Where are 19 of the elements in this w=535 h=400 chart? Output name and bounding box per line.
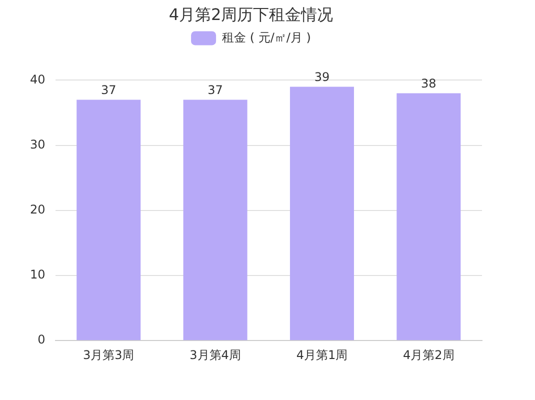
bar xyxy=(76,100,141,340)
bar xyxy=(290,86,354,340)
y-tick-label: 10 xyxy=(30,268,46,282)
y-tick-label: 0 xyxy=(38,332,46,347)
y-tick-label: 40 xyxy=(30,72,46,86)
legend-label: 租金 ( 元/㎡/月 ) xyxy=(222,30,311,44)
x-tick-label: 4月第1周 xyxy=(296,348,348,362)
y-tick-label: 30 xyxy=(30,137,46,152)
x-tick-label: 3月第3周 xyxy=(82,348,134,362)
x-tick-label: 4月第2周 xyxy=(403,348,454,362)
data-label: 37 xyxy=(100,82,116,97)
bar xyxy=(183,100,248,340)
data-label: 37 xyxy=(208,82,223,97)
bar xyxy=(396,93,461,340)
x-tick-label: 3月第4周 xyxy=(190,348,241,362)
chart-title: 4月第2周历下租金情况 xyxy=(168,4,334,24)
data-label: 38 xyxy=(421,76,436,90)
y-tick-label: 20 xyxy=(30,202,46,217)
data-label: 39 xyxy=(314,70,330,84)
